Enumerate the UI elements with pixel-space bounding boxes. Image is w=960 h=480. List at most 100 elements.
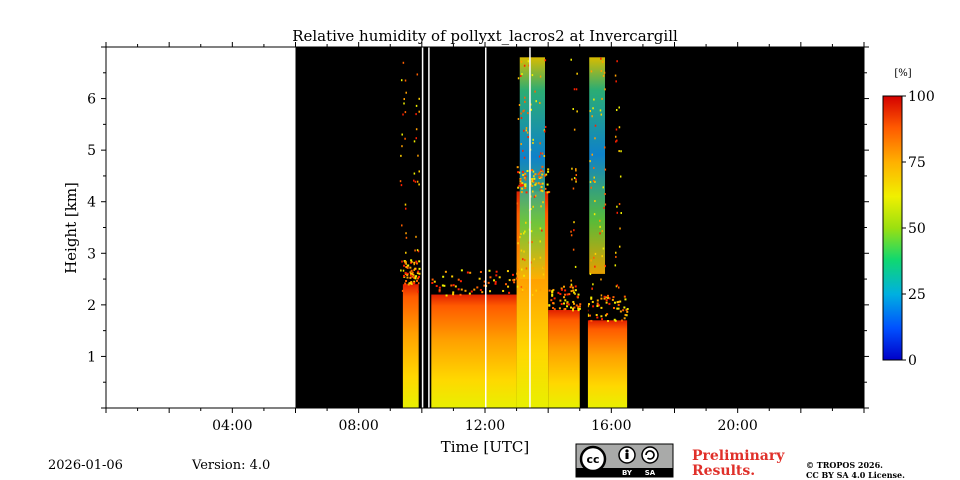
humidity-speckle xyxy=(525,287,528,290)
humidity-speckle xyxy=(519,236,521,239)
humidity-speckle xyxy=(601,60,604,63)
humidity-speckle xyxy=(592,305,595,308)
humidity-speckle xyxy=(410,281,413,284)
humidity-speckle xyxy=(599,225,601,228)
humidity-speckle xyxy=(617,303,620,306)
humidity-speckle xyxy=(592,179,595,182)
humidity-speckle xyxy=(593,98,595,101)
humidity-speckle xyxy=(608,297,611,300)
humidity-speckle xyxy=(594,137,596,140)
humidity-speckle xyxy=(414,275,417,278)
humidity-speckle xyxy=(507,285,510,288)
humidity-speckle xyxy=(400,269,402,272)
humidity-speckle xyxy=(622,309,625,312)
humidity-speckle xyxy=(572,108,574,111)
humidity-speckle xyxy=(616,205,618,208)
humidity-speckle xyxy=(417,290,419,293)
humidity-speckle xyxy=(572,300,575,303)
humidity-speckle xyxy=(559,299,562,302)
humidity-speckle xyxy=(531,74,534,77)
humidity-speckle xyxy=(600,315,603,318)
copyright-note: © TROPOS 2026. CC BY SA 4.0 License. xyxy=(806,460,905,480)
humidity-speckle xyxy=(619,175,622,178)
copyright-line-1: © TROPOS 2026. xyxy=(806,460,883,470)
humidity-speckle xyxy=(533,195,536,198)
humidity-speckle xyxy=(414,267,417,270)
humidity-speckle xyxy=(502,289,505,292)
humidity-speckle xyxy=(518,267,521,270)
humidity-speckle xyxy=(575,304,578,307)
cc-by-label: BY xyxy=(622,469,633,477)
humidity-speckle xyxy=(538,155,541,158)
humidity-speckle xyxy=(605,301,608,304)
humidity-speckle xyxy=(570,58,572,61)
humidity-speckle xyxy=(469,271,472,274)
humidity-speckle xyxy=(560,303,563,306)
humidity-speckle xyxy=(541,229,543,232)
humidity-speckle xyxy=(566,302,569,305)
humidity-speckle xyxy=(539,183,542,186)
humidity-speckle xyxy=(412,273,415,276)
humidity-speckle xyxy=(405,262,407,265)
y-tick-label: 2 xyxy=(87,298,96,314)
plot-area xyxy=(105,46,865,409)
humidity-speckle xyxy=(402,113,404,116)
humidity-speckle xyxy=(615,80,617,83)
humidity-speckle xyxy=(601,230,604,233)
humidity-speckle xyxy=(614,319,617,322)
humidity-speckle xyxy=(402,61,405,64)
humidity-speckle xyxy=(551,293,554,296)
humidity-speckle xyxy=(624,298,627,301)
humidity-speckle xyxy=(526,131,529,134)
humidity-speckle xyxy=(547,170,550,173)
humidity-speckle xyxy=(524,172,527,175)
humidity-speckle xyxy=(573,306,576,309)
humidity-speckle xyxy=(539,142,541,145)
humidity-speckle xyxy=(476,286,479,289)
humidity-speckle xyxy=(527,112,529,115)
humidity-speckle xyxy=(572,302,575,305)
humidity-speckle xyxy=(487,281,490,284)
humidity-speckle xyxy=(525,267,528,270)
humidity-speckle xyxy=(483,280,486,283)
humidity-speckle xyxy=(494,282,497,285)
humidity-speckle xyxy=(606,294,609,297)
humidity-speckle xyxy=(572,289,575,292)
humidity-speckle xyxy=(594,124,597,127)
humidity-speckle xyxy=(570,306,573,309)
humidity-speckle xyxy=(464,289,467,292)
humidity-speckle xyxy=(603,295,606,298)
humidity-speckle xyxy=(495,274,498,277)
humidity-speckle xyxy=(548,191,551,194)
humidity-speckle xyxy=(459,293,462,296)
humidity-speckle xyxy=(570,279,572,282)
humidity-speckle xyxy=(523,176,526,179)
humidity-speckle xyxy=(524,178,527,181)
humidity-speckle xyxy=(552,302,555,305)
humidity-speckle xyxy=(478,277,481,280)
humidity-speckle xyxy=(519,178,522,181)
humidity-speckle xyxy=(540,205,542,208)
humidity-speckle xyxy=(607,320,610,323)
humidity-speckle xyxy=(540,176,543,179)
humidity-speckle xyxy=(524,187,527,190)
humidity-speckle xyxy=(523,109,525,112)
humidity-speckle xyxy=(572,307,575,310)
humidity-speckle xyxy=(600,113,603,116)
humidity-speckle xyxy=(564,289,567,292)
humidity-speckle xyxy=(513,281,516,284)
humidity-speckle xyxy=(520,285,523,288)
humidity-speckle xyxy=(405,251,407,254)
humidity-speckle xyxy=(541,182,544,185)
humidity-speckle xyxy=(418,272,421,275)
humidity-speckle xyxy=(613,306,616,309)
humidity-speckle xyxy=(460,269,463,272)
humidity-speckle xyxy=(498,276,501,279)
humidity-speckle xyxy=(410,282,413,285)
humidity-speckle xyxy=(571,309,574,312)
humidity-speckle xyxy=(457,288,460,291)
humidity-speckle xyxy=(534,90,536,93)
humidity-speckle xyxy=(542,273,545,276)
preliminary-line-1: Preliminary xyxy=(692,448,785,464)
